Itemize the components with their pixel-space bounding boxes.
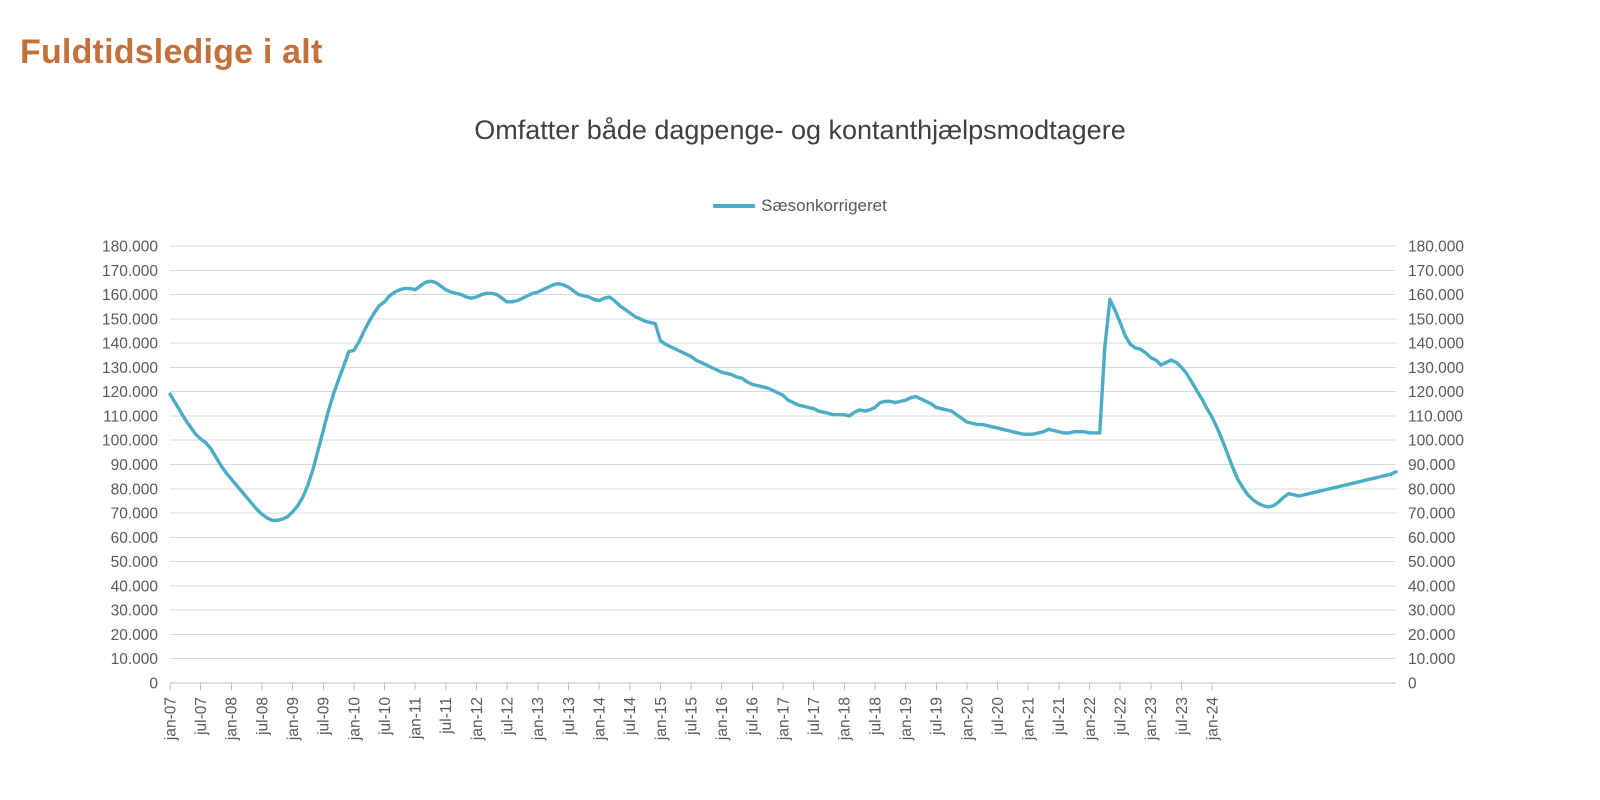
y-axis-tick-label: 60.000: [1408, 530, 1456, 547]
y-axis-tick-label: 160.000: [1408, 287, 1464, 304]
x-axis-group: jan-07 jul-07 jan-08 jul-08 jan-09 jul-09 jan-…: [162, 683, 1222, 741]
y-axis-tick-label: 0: [1408, 676, 1417, 693]
x-axis-tick-label: jul-08: [254, 697, 271, 736]
y-axis-tick-label: 110.000: [103, 408, 158, 425]
x-axis-tick-label: jan-13: [530, 697, 547, 741]
x-axis-tick-label: jan-17: [775, 697, 792, 741]
y-axis-tick-label: 170.000: [102, 263, 158, 280]
y-axis-tick-label: 50.000: [1408, 554, 1456, 571]
x-axis-tick-label: jan-24: [1205, 697, 1222, 741]
y-axis-tick-label: 90.000: [1408, 457, 1456, 474]
y-axis-tick-label: 0: [149, 676, 158, 693]
y-axis-tick-label: 140.000: [1408, 336, 1464, 353]
y-axis-tick-label: 70.000: [1408, 506, 1456, 523]
x-axis-tick-label: jan-20: [959, 697, 976, 741]
y-axis-tick-label: 80.000: [1408, 481, 1456, 498]
y-axis-tick-label: 140.000: [102, 336, 158, 353]
y-axis-tick-label: 20.000: [111, 627, 159, 644]
x-axis-tick-label: jul-20: [990, 697, 1007, 736]
y-axis-tick-label: 30.000: [111, 603, 159, 620]
y-axis-tick-label: 130.000: [1408, 360, 1464, 377]
y-axis-tick-label: 30.000: [1408, 603, 1456, 620]
x-axis-tick-label: jan-11: [408, 697, 425, 740]
chart-subtitle: Omfatter både dagpenge- og kontanthjælps…: [474, 115, 1126, 145]
y-axis-right-labels: 180.000 170.000 160.000 150.000 140.000 130.0…: [1408, 239, 1464, 693]
data-series-line-saesonkorrigeret: [168, 279, 1398, 523]
y-axis-tick-label: 150.000: [1408, 311, 1464, 328]
y-axis-tick-label: 60.000: [111, 530, 159, 547]
x-axis-tick-label: jan-22: [1082, 697, 1099, 741]
y-axis-tick-label: 100.000: [102, 433, 158, 450]
y-axis-tick-label: 100.000: [1408, 433, 1464, 450]
x-axis-tick-label: jan-10: [346, 697, 363, 741]
x-axis-tick-label: jul-11: [438, 697, 455, 735]
gridlines-group: [170, 245, 1396, 684]
y-axis-tick-label: 160.000: [102, 287, 158, 304]
y-axis-left-labels: 180.000 170.000 160.000 150.000 140.000 130.0…: [102, 239, 158, 693]
x-axis-tick-label: jul-21: [1051, 697, 1068, 736]
x-axis-tick-label: jul-14: [622, 697, 639, 736]
x-axis-tick-label: jan-15: [653, 697, 670, 741]
x-axis-tick-label: jul-12: [500, 697, 517, 736]
y-axis-tick-label: 120.000: [102, 384, 158, 401]
y-axis-tick-label: 70.000: [111, 506, 159, 523]
x-axis-tick-label: jan-07: [162, 697, 179, 741]
legend-item-label: Sæsonkorrigeret: [761, 196, 887, 215]
x-axis-tick-label: jul-18: [867, 697, 884, 736]
y-axis-tick-label: 10.000: [1408, 651, 1456, 668]
y-axis-tick-label: 120.000: [1408, 384, 1464, 401]
x-axis-tick-label: jan-14: [592, 697, 609, 741]
x-axis-tick-label: jan-16: [714, 697, 731, 741]
y-axis-tick-label: 50.000: [111, 554, 159, 571]
x-axis-tick-label: jul-10: [377, 697, 394, 736]
x-axis-tick-label: jul-22: [1113, 697, 1130, 736]
y-axis-tick-label: 180.000: [1408, 239, 1464, 256]
x-axis-tick-label: jan-18: [837, 697, 854, 741]
y-axis-tick-label: 20.000: [1408, 627, 1456, 644]
x-axis-tick-label: jul-09: [316, 697, 333, 736]
x-axis-tick-label: jan-08: [224, 697, 241, 741]
legend-color-swatch: [713, 204, 756, 208]
y-axis-tick-label: 80.000: [111, 481, 159, 498]
y-axis-tick-label: 130.000: [102, 360, 158, 377]
x-axis-tick-label: jul-07: [193, 697, 210, 736]
y-axis-tick-label: 10.000: [111, 651, 159, 668]
x-axis-tick-label: jan-12: [469, 697, 486, 741]
y-axis-tick-label: 110.000: [1408, 408, 1463, 425]
y-axis-tick-label: 180.000: [102, 239, 158, 256]
y-axis-tick-label: 40.000: [1408, 578, 1456, 595]
x-axis-tick-label: jan-09: [285, 697, 302, 741]
x-axis-tick-label: jan-21: [1021, 697, 1038, 741]
x-axis-tick-label: jul-15: [683, 697, 700, 736]
y-axis-tick-label: 90.000: [111, 457, 159, 474]
page-title: Fuldtidsledige i alt: [20, 33, 323, 71]
x-axis-tick-label: jul-16: [745, 697, 762, 736]
x-axis-tick-label: jul-19: [929, 697, 946, 736]
y-axis-tick-label: 40.000: [111, 578, 159, 595]
x-axis-tick-label: jul-13: [561, 697, 578, 736]
x-axis-tick-label: jan-23: [1143, 697, 1160, 741]
x-axis-tick-label: jan-19: [898, 697, 915, 741]
x-axis-tick-label: jul-17: [806, 697, 823, 736]
chart-legend: Sæsonkorrigeret: [0, 196, 1600, 216]
x-axis-tick-label: jul-23: [1174, 697, 1191, 736]
y-axis-tick-label: 150.000: [102, 311, 158, 328]
y-axis-tick-label: 170.000: [1408, 263, 1464, 280]
